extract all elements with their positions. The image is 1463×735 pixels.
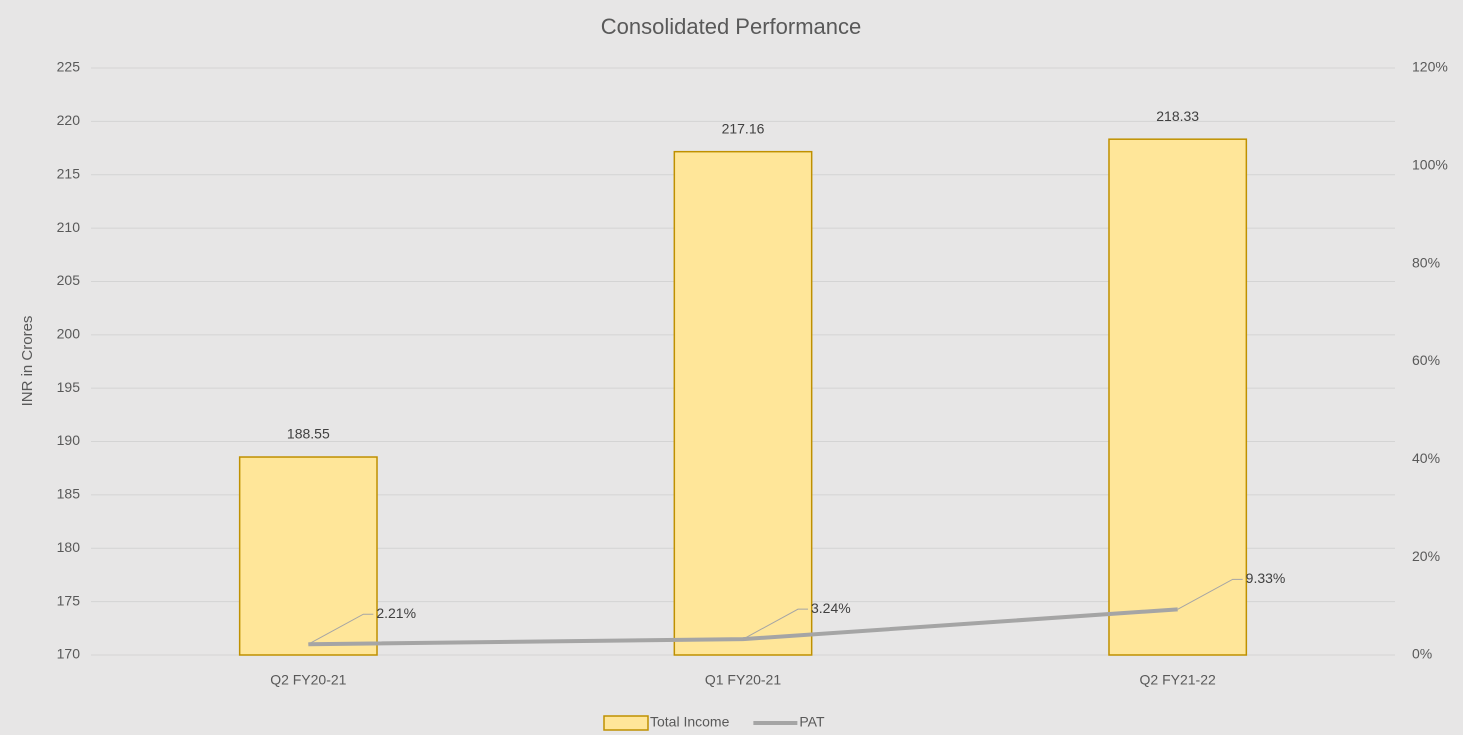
- x-tick-label: Q1 FY20-21: [705, 672, 781, 688]
- legend-swatch: [603, 715, 649, 731]
- y2-tick-label: 40%: [1412, 450, 1440, 466]
- bar: [673, 150, 813, 656]
- y-axis-title: INR in Crores: [19, 316, 36, 407]
- data-label: 188.55: [287, 426, 330, 442]
- y-tick-label: 200: [57, 326, 81, 342]
- leader-line: [308, 613, 374, 645]
- legend-label: PAT: [799, 714, 825, 730]
- data-label: 218.33: [1156, 108, 1199, 124]
- x-tick-label: Q2 FY20-21: [270, 672, 346, 688]
- y2-tick-label: 0%: [1412, 646, 1432, 662]
- y-tick-label: 205: [57, 272, 81, 288]
- y-tick-label: 170: [57, 646, 81, 662]
- data-label: 217.16: [722, 120, 765, 136]
- y2-tick-label: 20%: [1412, 548, 1440, 564]
- y-tick-label: 190: [57, 432, 81, 448]
- y-tick-label: 220: [57, 112, 81, 128]
- y-tick-label: 195: [57, 379, 81, 395]
- y2-tick-label: 60%: [1412, 352, 1440, 368]
- y-tick-label: 225: [57, 59, 81, 75]
- leader-line: [742, 608, 808, 640]
- y-tick-label: 215: [57, 165, 81, 181]
- y-tick-label: 185: [57, 486, 81, 502]
- x-tick-label: Q2 FY21-22: [1140, 672, 1216, 688]
- y-tick-label: 175: [57, 592, 81, 608]
- y-tick-label: 210: [57, 219, 81, 235]
- legend-label: Total Income: [650, 714, 730, 730]
- data-label: 3.24%: [811, 600, 851, 616]
- y2-tick-label: 80%: [1412, 254, 1440, 270]
- y2-tick-label: 100%: [1412, 157, 1448, 173]
- data-label: 9.33%: [1246, 570, 1286, 586]
- bar: [238, 456, 378, 656]
- y2-tick-label: 120%: [1412, 59, 1448, 75]
- data-label: 2.21%: [376, 605, 416, 621]
- bar: [1108, 138, 1248, 656]
- y-tick-label: 180: [57, 539, 81, 555]
- chart-title: Consolidated Performance: [601, 14, 861, 39]
- leader-line: [1177, 578, 1243, 610]
